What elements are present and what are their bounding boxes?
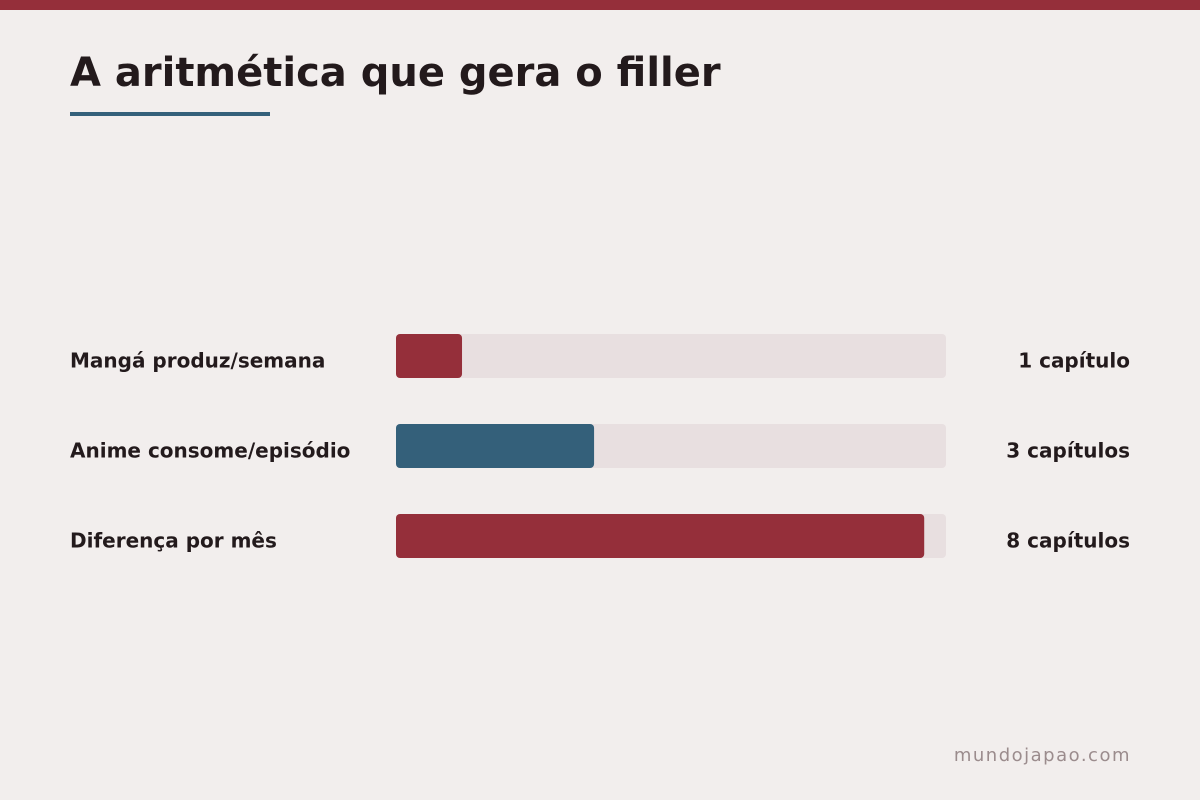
value-label: 1 capítulo <box>1018 349 1130 373</box>
bar <box>396 424 595 468</box>
value-label: 8 capítulos <box>1006 529 1130 553</box>
bar <box>396 334 463 378</box>
title-underline <box>70 112 270 116</box>
top-band <box>0 0 1200 10</box>
category-label: Mangá produz/semana <box>70 349 325 373</box>
bar <box>396 514 925 558</box>
category-label: Anime consome/episódio <box>70 439 350 463</box>
value-label: 3 capítulos <box>1006 439 1130 463</box>
chart-title: A aritmética que gera o filler <box>70 50 721 96</box>
source: mundojapao.com <box>954 745 1131 766</box>
bar-track <box>396 334 946 378</box>
category-label: Diferença por mês <box>70 529 277 553</box>
